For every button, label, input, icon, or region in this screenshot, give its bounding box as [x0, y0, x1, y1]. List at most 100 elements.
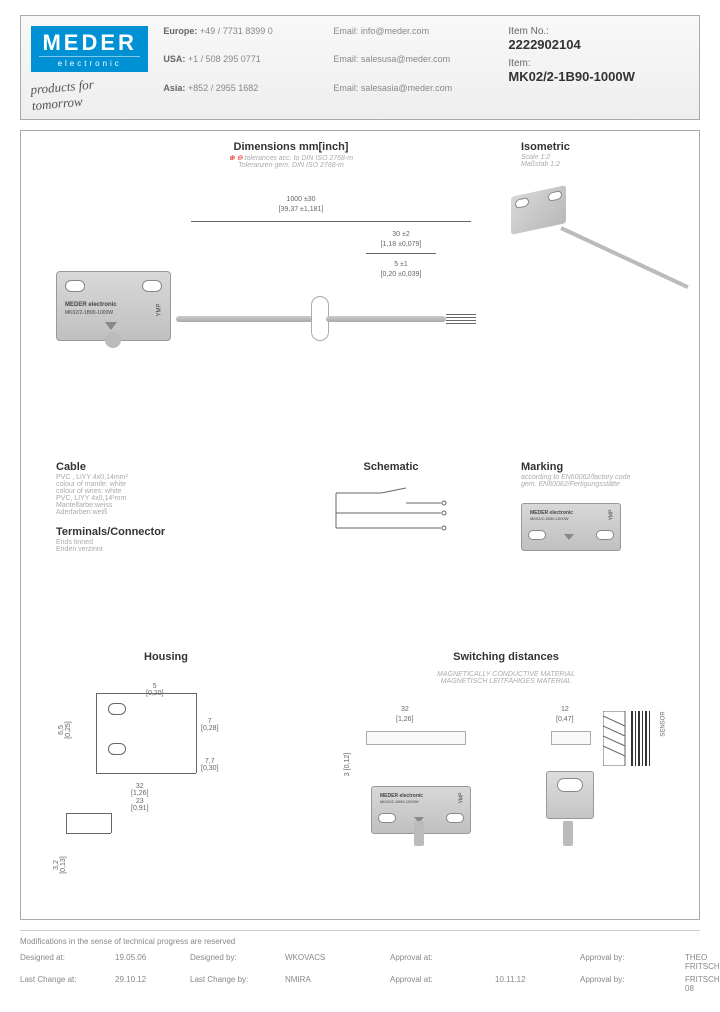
iso-part [511, 185, 566, 235]
logo-subtext: electronic [39, 56, 140, 68]
mount-hole [528, 530, 546, 540]
part-brand: MEDER electronic [65, 302, 117, 308]
designed-by-lbl: Designed by: [190, 953, 280, 971]
s1-mm: 12 [561, 706, 569, 713]
footer: Modifications in the sense of technical … [20, 930, 700, 993]
isometric-title: Isometric [521, 141, 671, 153]
switching-section: Switching distances MAGNETICALLY CONDUCT… [341, 651, 671, 685]
housing-title: Housing [56, 651, 276, 663]
dim-tin-in: [0,20 ±0,039] [371, 271, 431, 278]
housing-dim: 7 [0,28] [201, 718, 219, 732]
item-name: MK02/2-1B90-1000W [508, 69, 689, 84]
contact-region: Europe: +49 / 7731 8399 0 [163, 26, 323, 52]
wire [446, 320, 476, 321]
approval-at2-lbl: Approval at: [390, 975, 490, 993]
item-no: 2222902104 [508, 37, 689, 52]
arrow-icon [564, 534, 574, 540]
wire [446, 314, 476, 315]
arrow-icon [105, 322, 117, 330]
cable-text: PVC , LiYY 4x0,14mm² colour of mantle: w… [56, 474, 216, 516]
approval-at [495, 953, 575, 971]
housing-dim: 7,7 [0,30] [201, 758, 219, 772]
dim-tin-mm: 5 ±1 [371, 261, 431, 268]
isometric-sub: Scale 1:2 Maßstab 1:2 [521, 154, 671, 168]
meder-logo: MEDER electronic [31, 26, 148, 72]
gap-mm: 3 [0,12] [344, 753, 351, 776]
part-ymp: YMP [609, 510, 615, 521]
housing-section: Housing 5 [0,20] 7 [0,28] 7,7 [0,30] 6,5… [56, 651, 276, 903]
marking-part: MEDER electronic MK02/2-1B90-1000W YMP [521, 503, 621, 551]
designed-at: 19.05.06 [115, 953, 185, 971]
cable-title: Cable [56, 461, 216, 473]
terminals-title: Terminals/Connector [56, 526, 216, 538]
terminals-text: Ends tinned Enden verzinnt [56, 539, 216, 553]
wire [446, 317, 476, 318]
material-bar [366, 731, 466, 745]
hole-outline [108, 743, 126, 755]
isometric-section: Isometric Scale 1:2 Maßstab 1:2 [521, 141, 671, 168]
iso-cable [560, 226, 689, 289]
marking-title: Marking [521, 461, 681, 473]
marking-section: Marking according to EN60062/factory cod… [521, 461, 681, 551]
approval-by: THEO FRITSCHI [685, 953, 720, 971]
sensor-side [546, 771, 594, 819]
cable-stub [414, 821, 424, 846]
footer-note: Modifications in the sense of technical … [20, 937, 720, 946]
dim-strip-in: [1,18 ±0,079] [371, 241, 431, 248]
dimensions-sub: ⊕ ⊖ tolerances acc. to DIN ISO 2768-m To… [191, 154, 391, 169]
sensor-label: SENSOR [661, 711, 667, 736]
mount-hole [142, 280, 162, 292]
header: MEDER electronic products for tomorrow E… [20, 15, 700, 120]
approval-at2: 10.11.12 [495, 975, 575, 993]
housing-dim: 32 [1,26] [131, 783, 149, 797]
change-at-lbl: Last Change at: [20, 975, 110, 993]
dim-line [366, 253, 436, 254]
item-no-label: Item No.: [508, 26, 689, 37]
change-at: 29.10.12 [115, 975, 185, 993]
logo-text: MEDER [39, 30, 140, 56]
wire [446, 323, 476, 324]
part-ymp: YMP [156, 303, 162, 316]
switching-mat: MAGNETICALLY CONDUCTIVE MATERIAL MAGNETI… [341, 671, 671, 685]
schematic-section: Schematic [321, 461, 461, 546]
designed-by: WKOVACS [285, 953, 385, 971]
switching-title: Switching distances [341, 651, 671, 663]
housing-dim: 5 [0,20] [146, 683, 164, 697]
schematic-title: Schematic [321, 461, 461, 473]
housing-dim: 6,5 [0,25] [58, 721, 72, 739]
mount-hole [65, 280, 85, 292]
hatched-region [603, 711, 653, 766]
dimensions-title: Dimensions mm[inch] [191, 141, 391, 153]
approval-by2: FRITSCHI Version: 08 [685, 975, 720, 993]
approval-by2-lbl: Approval by: [580, 975, 680, 993]
marking-sub: according to EN60062/factory code gem. E… [521, 474, 681, 488]
logo-block: MEDER electronic products for tomorrow [31, 26, 148, 109]
part-model: MK02/2-1B90-1000W [530, 516, 568, 521]
housing-dim: 3,2 [0,13] [53, 856, 67, 874]
cable-segment [326, 316, 446, 322]
cable-segment [176, 316, 316, 322]
s2-in: [1,26] [396, 716, 414, 723]
dim-strip-mm: 30 ±2 [371, 231, 431, 238]
schematic-drawing [331, 483, 451, 543]
cable-section: Cable PVC , LiYY 4x0,14mm² colour of man… [56, 461, 216, 553]
item-info: Item No.: 2222902104 Item: MK02/2-1B90-1… [508, 26, 689, 109]
contact-email: Email: salesasia@meder.com [333, 83, 493, 109]
mount-hole [515, 197, 529, 209]
s1-in: [0,47] [556, 716, 574, 723]
dim-length-mm: 1000 ±30 [251, 196, 351, 203]
cable-stub [563, 821, 573, 846]
hole-outline [108, 703, 126, 715]
dim-line [191, 221, 471, 222]
housing-drawing: 5 [0,20] 7 [0,28] 7,7 [0,30] 6,5 [0,25] … [56, 683, 276, 903]
item-name-label: Item: [508, 58, 689, 69]
contact-region: USA: +1 / 508 295 0771 [163, 54, 323, 80]
mount-hole [548, 190, 562, 202]
part-model: MK02/2-1B90-1000W [65, 310, 113, 316]
part-body: MEDER electronic MK02/2-1B90-1000W YMP [56, 271, 171, 341]
cable-exit [105, 332, 121, 348]
s2-mm: 32 [401, 706, 409, 713]
contact-grid: Europe: +49 / 7731 8399 0 Email: info@me… [163, 26, 493, 109]
approval-by-lbl: Approval by: [580, 953, 680, 971]
slogan: products for tomorrow [30, 72, 150, 114]
